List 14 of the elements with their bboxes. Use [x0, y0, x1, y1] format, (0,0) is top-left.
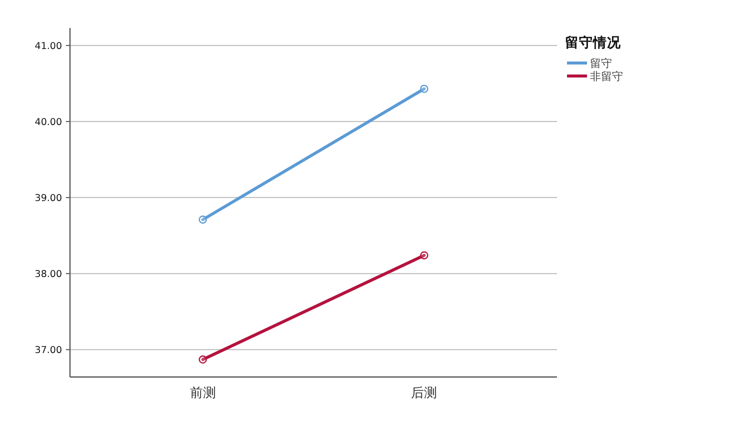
legend-label: 非留守 [590, 70, 623, 83]
point [420, 251, 428, 260]
y-tick-label: 38.00 [34, 269, 62, 280]
legend-label: 留守 [590, 57, 612, 70]
point [198, 216, 207, 224]
y-tick-label: 39.00 [34, 193, 62, 204]
y-tick-label: 41.00 [34, 40, 62, 52]
legend-title: 留守情况 [565, 34, 622, 51]
point [420, 84, 428, 93]
x-tick-label: 前测 [190, 386, 216, 401]
y-tick-label: 37.00 [34, 345, 62, 356]
point [198, 355, 207, 364]
x-tick-label: 后测 [411, 386, 438, 401]
y-tick-label: 40.00 [34, 117, 62, 128]
